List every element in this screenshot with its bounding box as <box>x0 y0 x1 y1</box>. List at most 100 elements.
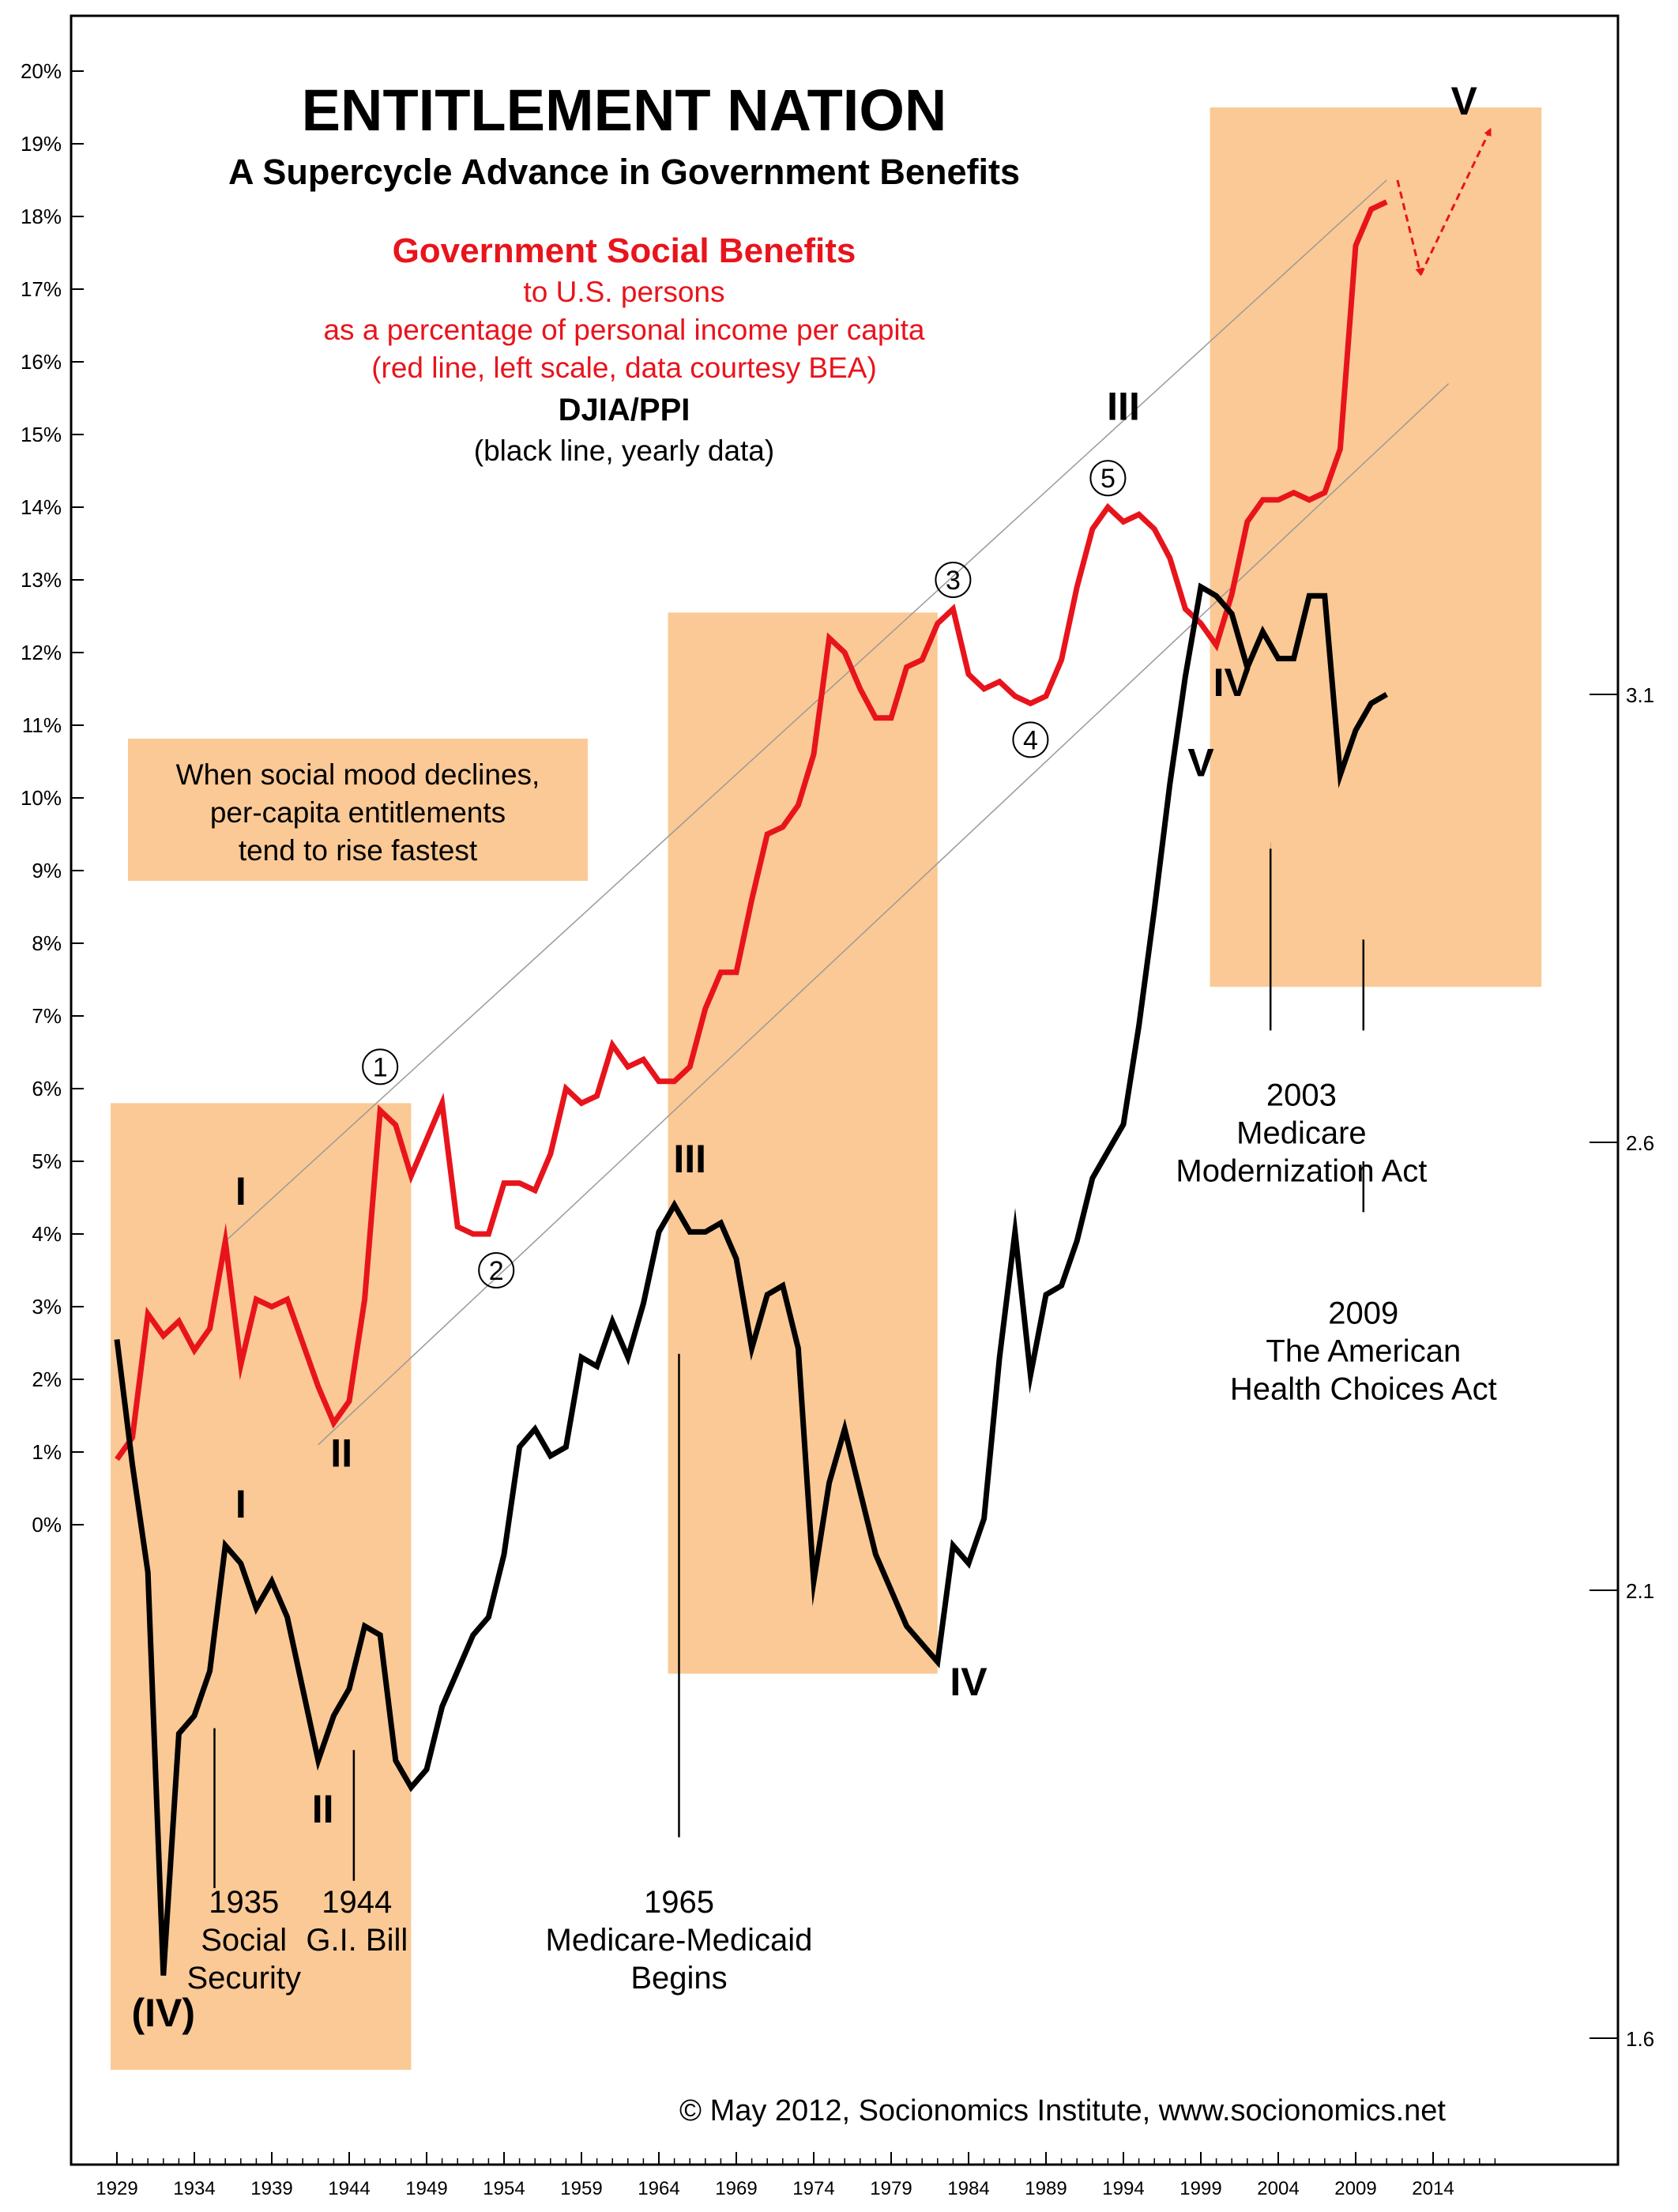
wave-label-red: V <box>1451 79 1478 123</box>
event-label: 1944 <box>322 1885 392 1920</box>
wave-label-red: I <box>235 1169 246 1213</box>
circled-wave-marker <box>935 562 972 598</box>
note-box-line: When social mood declines, <box>176 758 540 791</box>
left-tick-label: 7% <box>32 1004 62 1028</box>
wave-label-red: II <box>330 1431 352 1475</box>
wave-label-red: IV <box>1213 660 1251 705</box>
event-label: 2009 <box>1328 1296 1398 1331</box>
channel-line <box>318 383 1450 1446</box>
trend-channel <box>224 179 1450 1446</box>
event-label: Health Choices Act <box>1230 1372 1497 1407</box>
left-tick-label: 2% <box>32 1367 62 1391</box>
left-tick-label: 5% <box>32 1149 62 1173</box>
left-tick-label: 19% <box>21 132 62 156</box>
left-tick-label: 16% <box>21 350 62 374</box>
x-tick-label: 1929 <box>96 2178 137 2199</box>
wave-label-black: (IV) <box>132 1991 196 2035</box>
left-tick-label: 12% <box>21 641 62 664</box>
legend-black-line: (black line, yearly data) <box>474 434 774 467</box>
right-tick-label: 2.6 <box>1626 1131 1654 1155</box>
circled-wave-marker <box>362 1048 399 1085</box>
x-tick-label: 1939 <box>250 2178 292 2199</box>
x-tick-label: 1954 <box>483 2178 525 2199</box>
x-tick-label: 1959 <box>560 2178 602 2199</box>
event-label: Medicare <box>1236 1116 1367 1151</box>
left-tick-label: 4% <box>32 1222 62 1246</box>
circled-wave-label: 5 <box>1100 464 1116 494</box>
wave-label-black: IV <box>950 1660 988 1704</box>
left-tick-label: 0% <box>32 1513 62 1537</box>
right-tick-label: 2.1 <box>1626 1579 1654 1603</box>
legend-red-line: to U.S. persons <box>523 276 724 308</box>
event-label: 2003 <box>1266 1078 1337 1113</box>
left-tick-label: 20% <box>21 59 62 83</box>
wave-label-black: V <box>1187 740 1214 784</box>
axes: 0% 1% 2% 3% 4% 5% 6% 7% 8% 9% 10% 11% 12% 13% 14% 15% 16… <box>21 14 1654 2199</box>
circled-wave-label: 1 <box>373 1052 388 1082</box>
left-tick-label: 1% <box>32 1440 62 1464</box>
legend-red-line: (red line, left scale, data courtesy BEA… <box>371 352 877 384</box>
circled-wave-marker <box>478 1252 515 1288</box>
x-tick-label: 1964 <box>638 2178 679 2199</box>
chart-title: ENTITLEMENT NATION <box>302 77 947 143</box>
wave-label-black: III <box>673 1137 706 1181</box>
left-tick-label: 6% <box>32 1077 62 1100</box>
channel-line <box>224 179 1387 1242</box>
legend-red-line: as a percentage of personal income per c… <box>323 314 924 346</box>
shaded-period <box>668 612 938 1674</box>
left-tick-label: 14% <box>21 495 62 519</box>
legend-red-title: Government Social Benefits <box>393 231 856 270</box>
x-tick-label: 2009 <box>1334 2178 1376 2199</box>
x-tick-label: 2004 <box>1257 2178 1299 2199</box>
legend-black-title: DJIA/PPI <box>559 393 690 427</box>
circled-wave-marker <box>1012 721 1049 758</box>
left-tick-label: 8% <box>32 931 62 955</box>
x-tick-label: 2014 <box>1412 2178 1454 2199</box>
left-tick-label: 9% <box>32 859 62 882</box>
right-tick-label: 3.1 <box>1626 683 1654 707</box>
copyright-text: © May 2012, Socionomics Institute, www.s… <box>679 2094 1446 2127</box>
x-tick-label: 1999 <box>1179 2178 1221 2199</box>
circled-wave-label: 3 <box>946 566 961 596</box>
shaded-period <box>1210 107 1542 988</box>
left-tick-label: 3% <box>32 1295 62 1319</box>
x-tick-label: 1979 <box>870 2178 912 2199</box>
projection-arrows <box>1396 127 1492 276</box>
left-tick-label: 17% <box>21 277 62 301</box>
left-tick-label: 11% <box>22 713 62 737</box>
left-tick-label: 18% <box>21 205 62 228</box>
x-tick-label: 1934 <box>173 2178 215 2199</box>
right-tick-label: 1.6 <box>1626 2027 1654 2051</box>
series-lines <box>114 199 1388 1976</box>
event-label: The American <box>1266 1334 1461 1369</box>
left-tick-label: 10% <box>21 786 62 810</box>
left-tick-label: 13% <box>21 568 62 592</box>
event-label: Social <box>201 1923 287 1958</box>
x-tick-label: 1989 <box>1025 2178 1067 2199</box>
event-label: Security <box>186 1961 301 1996</box>
event-label: 1935 <box>209 1885 279 1920</box>
x-tick-label: 1994 <box>1102 2178 1144 2199</box>
note-box <box>128 739 588 881</box>
projection-arrow-up <box>1419 127 1492 276</box>
circled-wave-label: 2 <box>489 1256 504 1286</box>
chart-subtitle: A Supercycle Advance in Government Benef… <box>228 152 1020 192</box>
event-label: Medicare-Medicaid <box>546 1923 813 1958</box>
circled-wave-marker <box>1089 460 1127 497</box>
event-label: Modernization Act <box>1176 1154 1427 1189</box>
wave-label-black: I <box>235 1482 246 1526</box>
x-tick-label: 1984 <box>947 2178 989 2199</box>
event-label: G.I. Bill <box>306 1923 408 1958</box>
x-tick-label: 1944 <box>328 2178 370 2199</box>
note-box-line: per-capita entitlements <box>210 796 506 829</box>
x-tick-label: 1969 <box>715 2178 757 2199</box>
event-label: 1965 <box>644 1885 714 1920</box>
x-tick-label: 1949 <box>405 2178 447 2199</box>
note-box-line: tend to rise fastest <box>239 834 478 867</box>
circled-wave-label: 4 <box>1023 725 1038 755</box>
event-label: Begins <box>630 1961 727 1996</box>
x-tick-label: 1974 <box>792 2178 834 2199</box>
